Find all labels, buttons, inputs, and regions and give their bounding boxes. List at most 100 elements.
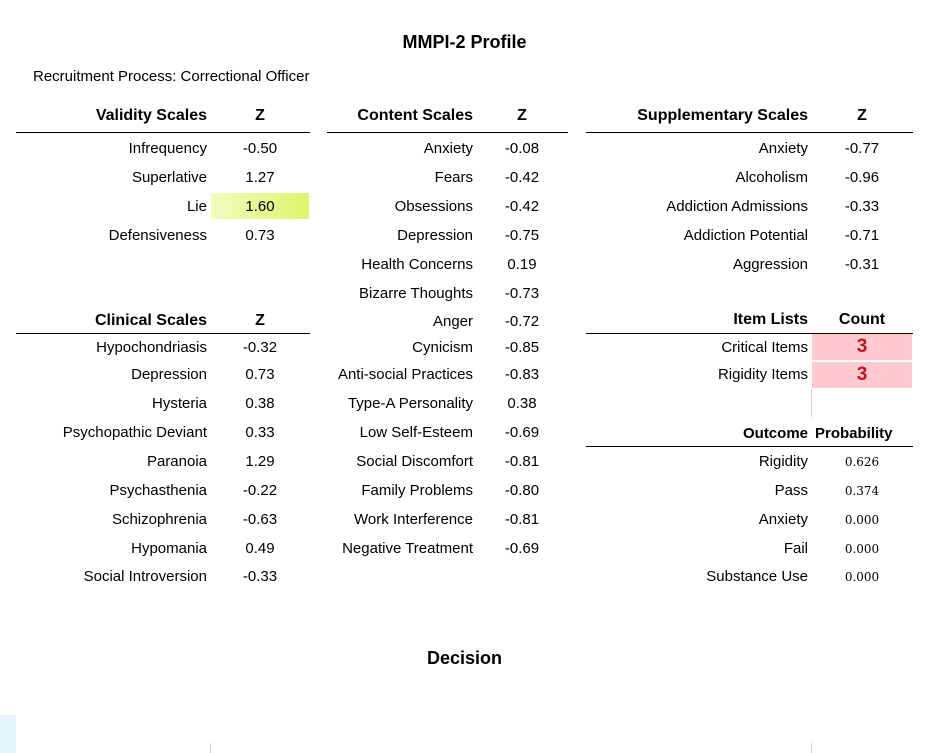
lie-highlight-cell bbox=[211, 193, 309, 219]
outcome-header: Outcome bbox=[742, 425, 808, 442]
outcome-label: Anxiety bbox=[758, 511, 808, 528]
supplementary-label: Addiction Potential bbox=[683, 227, 808, 244]
validity-scales-header: Validity Scales bbox=[95, 107, 207, 124]
bottom-gridline bbox=[210, 743, 211, 753]
supplementary-z: -0.96 bbox=[844, 169, 880, 186]
content-label: Depression bbox=[397, 227, 473, 244]
content-z: -0.73 bbox=[504, 285, 540, 302]
clinical-label: Hypochondriasis bbox=[96, 339, 207, 356]
content-label: Bizarre Thoughts bbox=[359, 285, 473, 302]
outcome-label: Pass bbox=[774, 482, 808, 499]
content-z: -0.80 bbox=[504, 482, 540, 499]
content-label: Anti-social Practices bbox=[337, 366, 473, 383]
content-z-header: Z bbox=[517, 107, 527, 124]
decision-heading: Decision bbox=[426, 648, 503, 668]
clinical-label: Paranoia bbox=[146, 453, 207, 470]
rigidity-items-count-cell bbox=[812, 362, 912, 388]
supplementary-label: Addiction Admissions bbox=[666, 198, 808, 215]
supplementary-header-rule bbox=[586, 132, 913, 133]
content-z: -0.85 bbox=[504, 339, 540, 356]
content-z: -0.69 bbox=[504, 540, 540, 557]
outcome-probability: 0.000 bbox=[844, 570, 880, 584]
bottom-gridline bbox=[811, 743, 812, 753]
clinical-z: -0.22 bbox=[242, 482, 278, 499]
clinical-z: 0.38 bbox=[245, 395, 275, 412]
content-scales-header: Content Scales bbox=[357, 107, 473, 124]
clinical-header-rule bbox=[16, 333, 310, 334]
item-lists-header: Item Lists bbox=[733, 311, 808, 328]
content-label: Obsessions bbox=[394, 198, 473, 215]
content-z: -0.81 bbox=[504, 453, 540, 470]
clinical-z: 0.33 bbox=[245, 424, 275, 441]
content-label: Anxiety bbox=[423, 140, 473, 157]
validity-z: 1.60 bbox=[245, 198, 275, 215]
item-lists-gridline bbox=[811, 389, 812, 417]
content-z: -0.08 bbox=[504, 140, 540, 157]
content-label: Health Concerns bbox=[361, 256, 473, 273]
supplementary-scales-header: Supplementary Scales bbox=[637, 107, 808, 124]
clinical-label: Hysteria bbox=[151, 395, 207, 412]
recruitment-process-label: Recruitment Process: Correctional Office… bbox=[33, 68, 310, 85]
supplementary-label: Alcoholism bbox=[735, 169, 808, 186]
validity-z-header: Z bbox=[255, 107, 265, 124]
content-header-rule bbox=[327, 132, 568, 133]
clinical-scales-header: Clinical Scales bbox=[94, 312, 207, 329]
item-lists-header-rule bbox=[586, 333, 913, 334]
outcome-probability: 0.000 bbox=[844, 513, 880, 527]
validity-label: Superlative bbox=[131, 169, 207, 186]
page-title: MMPI-2 Profile bbox=[402, 32, 527, 52]
validity-z: 0.73 bbox=[245, 227, 275, 244]
clinical-z: 0.49 bbox=[245, 540, 275, 557]
supplementary-z-header: Z bbox=[857, 107, 867, 124]
supplementary-z: -0.77 bbox=[844, 140, 880, 157]
validity-z: -0.50 bbox=[242, 140, 278, 157]
content-label: Cynicism bbox=[412, 339, 473, 356]
clinical-label: Social Introversion bbox=[83, 568, 207, 585]
clinical-z: 1.29 bbox=[245, 453, 275, 470]
clinical-z: -0.32 bbox=[242, 339, 278, 356]
supplementary-label: Aggression bbox=[732, 256, 808, 273]
outcome-probability: 0.000 bbox=[844, 542, 880, 556]
clinical-label: Depression bbox=[131, 366, 207, 383]
item-list-label: Critical Items bbox=[721, 339, 808, 356]
content-label: Low Self-Esteem bbox=[359, 424, 473, 441]
item-count-header: Count bbox=[838, 311, 886, 328]
validity-label: Lie bbox=[186, 198, 207, 215]
validity-label: Defensiveness bbox=[108, 227, 207, 244]
outcome-probability: 0.626 bbox=[844, 455, 880, 469]
content-label: Work Interference bbox=[354, 511, 473, 528]
probability-header: Probability bbox=[815, 425, 893, 442]
outcome-label: Substance Use bbox=[706, 568, 808, 585]
content-z: -0.81 bbox=[504, 511, 540, 528]
outcome-header-rule bbox=[586, 446, 913, 447]
supplementary-label: Anxiety bbox=[758, 140, 808, 157]
clinical-label: Psychasthenia bbox=[109, 482, 207, 499]
item-list-count: 3 bbox=[856, 336, 868, 357]
content-z: -0.72 bbox=[504, 313, 540, 330]
clinical-label: Hypomania bbox=[131, 540, 207, 557]
clinical-label: Psychopathic Deviant bbox=[62, 424, 207, 441]
critical-items-count-cell bbox=[812, 334, 912, 360]
content-label: Anger bbox=[432, 313, 473, 330]
content-z: -0.42 bbox=[504, 169, 540, 186]
content-z: 0.19 bbox=[507, 256, 537, 273]
clinical-z: -0.63 bbox=[242, 511, 278, 528]
selected-cell-indicator bbox=[0, 715, 16, 753]
supplementary-z: -0.33 bbox=[844, 198, 880, 215]
clinical-z-header: Z bbox=[255, 312, 265, 329]
validity-label: Infrequency bbox=[128, 140, 207, 157]
item-list-count: 3 bbox=[856, 364, 868, 385]
content-z: -0.83 bbox=[504, 366, 540, 383]
content-z: -0.69 bbox=[504, 424, 540, 441]
content-z: -0.75 bbox=[504, 227, 540, 244]
validity-header-rule bbox=[16, 132, 310, 133]
clinical-z: 0.73 bbox=[245, 366, 275, 383]
outcome-label: Fail bbox=[783, 540, 808, 557]
outcome-probability: 0.374 bbox=[844, 484, 880, 498]
content-z: 0.38 bbox=[507, 395, 537, 412]
supplementary-z: -0.31 bbox=[844, 256, 880, 273]
content-label: Social Discomfort bbox=[356, 453, 473, 470]
content-label: Negative Treatment bbox=[342, 540, 473, 557]
content-label: Fears bbox=[434, 169, 473, 186]
clinical-label: Schizophrenia bbox=[111, 511, 207, 528]
